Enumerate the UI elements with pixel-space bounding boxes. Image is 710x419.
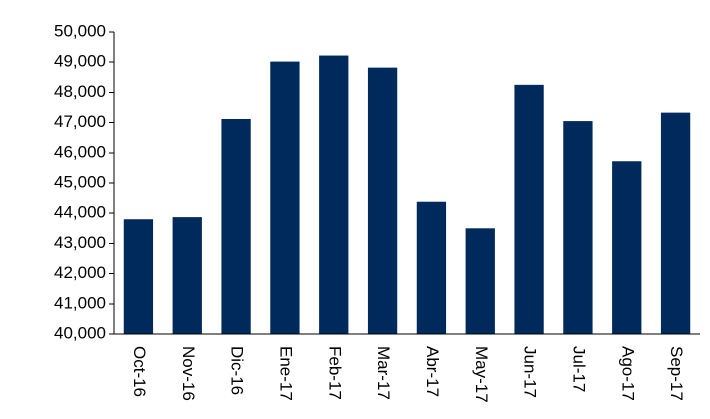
x-tick-label: Feb-17 <box>325 346 344 400</box>
y-tick-label: 49,000 <box>54 52 106 71</box>
x-axis-labels: Oct-16 Nov-16 Dic-16 Ene-17 Feb-17 Mar-17 Abr-… <box>130 346 686 403</box>
bar <box>270 61 300 334</box>
bar <box>612 161 642 334</box>
bar <box>319 55 349 334</box>
x-tick-label: Nov-16 <box>179 346 198 401</box>
y-tick-label: 45,000 <box>54 172 106 191</box>
x-tick-label: Ago-17 <box>618 346 637 401</box>
bar <box>660 112 691 334</box>
bar <box>221 118 251 334</box>
x-tick-label: Jun-17 <box>521 346 540 398</box>
y-axis-ticks: 40,000 41,000 42,000 43,000 44,000 45,000 46,0… <box>54 21 114 342</box>
y-tick-label: 47,000 <box>54 112 106 131</box>
x-tick-label: Dic-16 <box>228 346 247 395</box>
y-tick-label: 43,000 <box>54 233 106 252</box>
y-tick-label: 41,000 <box>54 293 106 312</box>
bar <box>123 219 154 334</box>
x-tick-label: Mar-17 <box>374 346 393 400</box>
y-tick-label: 48,000 <box>54 82 106 101</box>
x-tick-label: Ene-17 <box>276 346 295 401</box>
bar <box>563 121 593 334</box>
bar <box>367 67 398 335</box>
bar <box>416 201 447 334</box>
y-tick-label: 44,000 <box>54 203 106 222</box>
x-tick-label: Jul-17 <box>569 346 588 392</box>
x-tick-label: Oct-16 <box>130 346 149 397</box>
x-tick-label: Abr-17 <box>423 346 442 397</box>
bars <box>123 55 691 335</box>
y-tick-label: 42,000 <box>54 263 106 282</box>
x-tick-label: Sep-17 <box>667 346 686 401</box>
bar <box>514 84 544 334</box>
bar <box>465 228 495 334</box>
x-tick-label: May-17 <box>472 346 491 403</box>
y-tick-label: 40,000 <box>54 323 106 342</box>
y-tick-label: 50,000 <box>54 21 106 40</box>
y-tick-label: 46,000 <box>54 142 106 161</box>
bar <box>172 217 202 334</box>
